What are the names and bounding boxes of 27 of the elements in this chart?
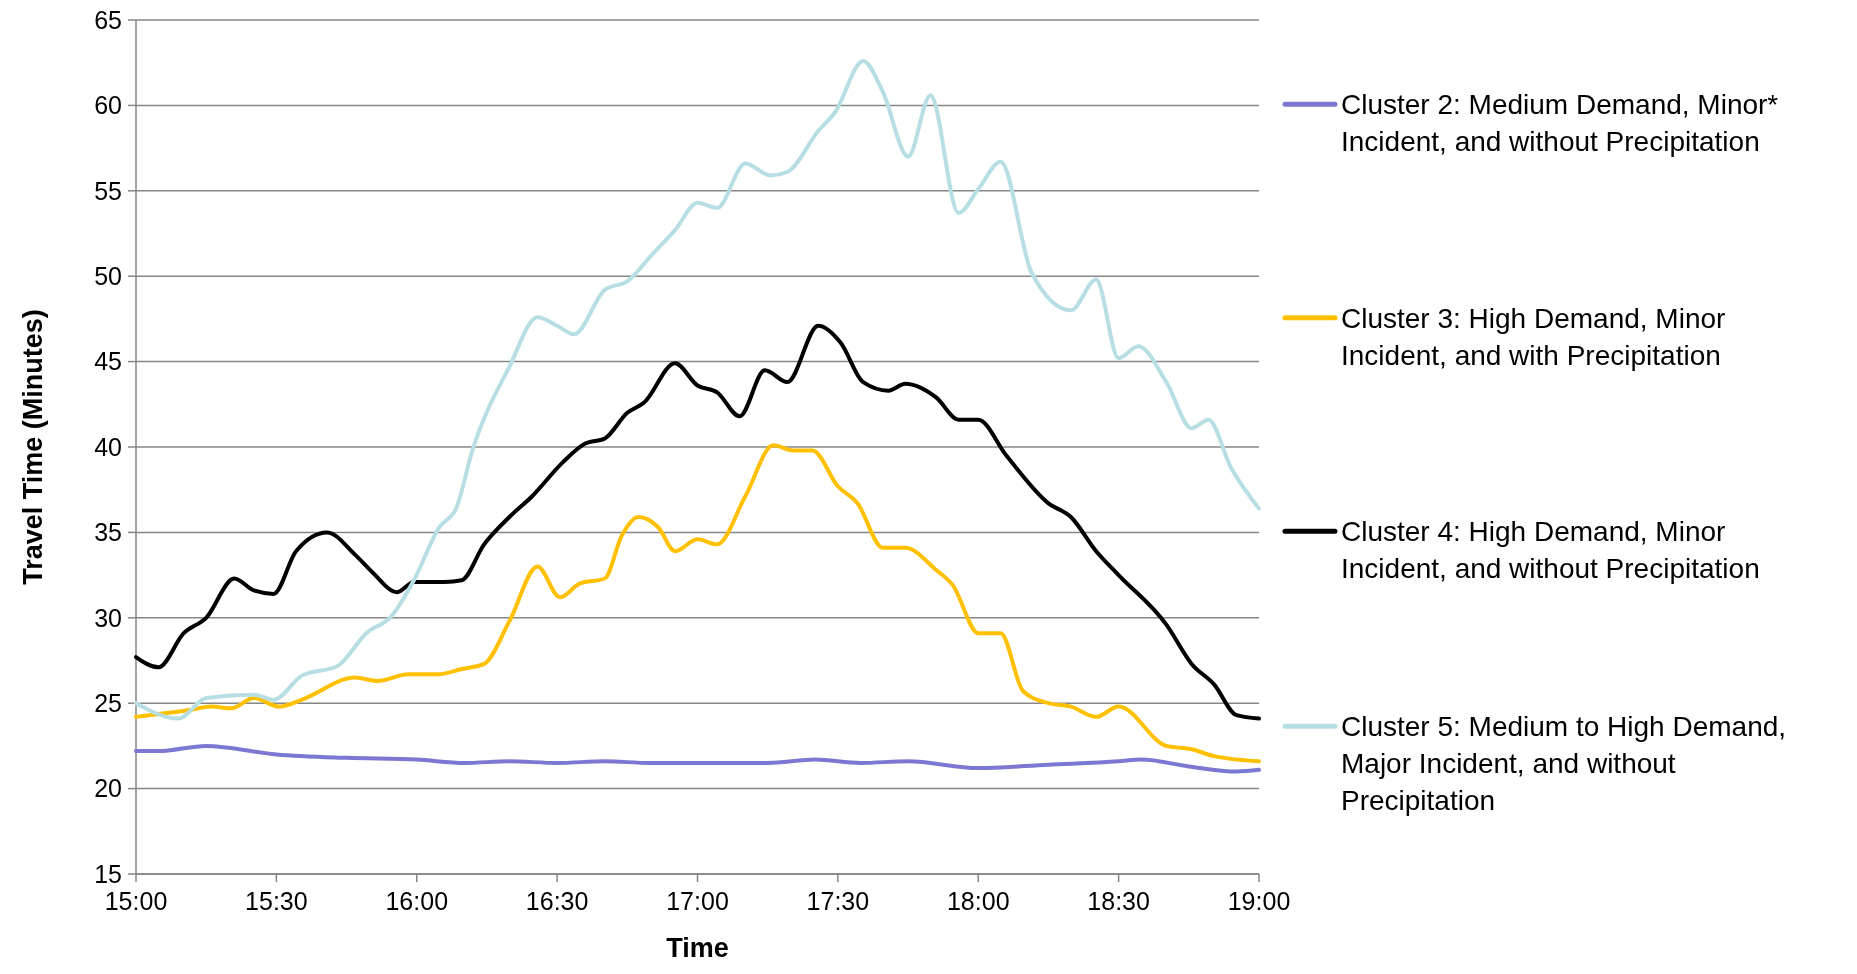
legend-label: Cluster 2: Medium Demand, Minor* Incident, and without Precipitation — [1341, 89, 1779, 158]
y-tick-label: 60 — [94, 91, 122, 120]
y-tick-label: 45 — [94, 347, 122, 376]
x-tick-label: 15:00 — [104, 887, 168, 915]
y-tick-label: 55 — [94, 176, 122, 205]
y-tick-label: 35 — [94, 518, 122, 547]
legend-label: Cluster 3: High Demand, Minor Incident, and with Precipitation — [1341, 302, 1726, 371]
y-tick-label: 25 — [94, 688, 122, 717]
x-tick-label: 15:30 — [245, 887, 308, 915]
x-tick-label: 16:30 — [525, 887, 589, 915]
x-tick-label: 16:00 — [385, 887, 449, 915]
y-tick-label: 30 — [94, 603, 122, 632]
legend-label: Cluster 4: High Demand, Minor Incident, and without Precipitation — [1341, 516, 1760, 585]
y-tick-label: 15 — [94, 859, 122, 888]
y-tick-label: 50 — [94, 261, 122, 290]
y-tick-label: 40 — [94, 432, 122, 461]
legend-label: Cluster 5: Medium to High Demand, Major Incident, and without Precipitation — [1341, 711, 1787, 817]
x-tick-label: 17:00 — [666, 887, 729, 915]
y-tick-label: 65 — [94, 5, 122, 34]
x-tick-label: 18:30 — [1087, 887, 1150, 915]
line-series — [134, 743, 1261, 774]
x-tick-label: 17:30 — [806, 887, 870, 915]
x-tick-label: 18:00 — [946, 887, 1010, 915]
x-axis-title: Time — [666, 933, 729, 963]
y-axis-title: Travel Time (Minutes) — [18, 309, 48, 585]
y-tick-label: 20 — [94, 774, 122, 803]
x-tick-label: 19:00 — [1227, 887, 1291, 915]
